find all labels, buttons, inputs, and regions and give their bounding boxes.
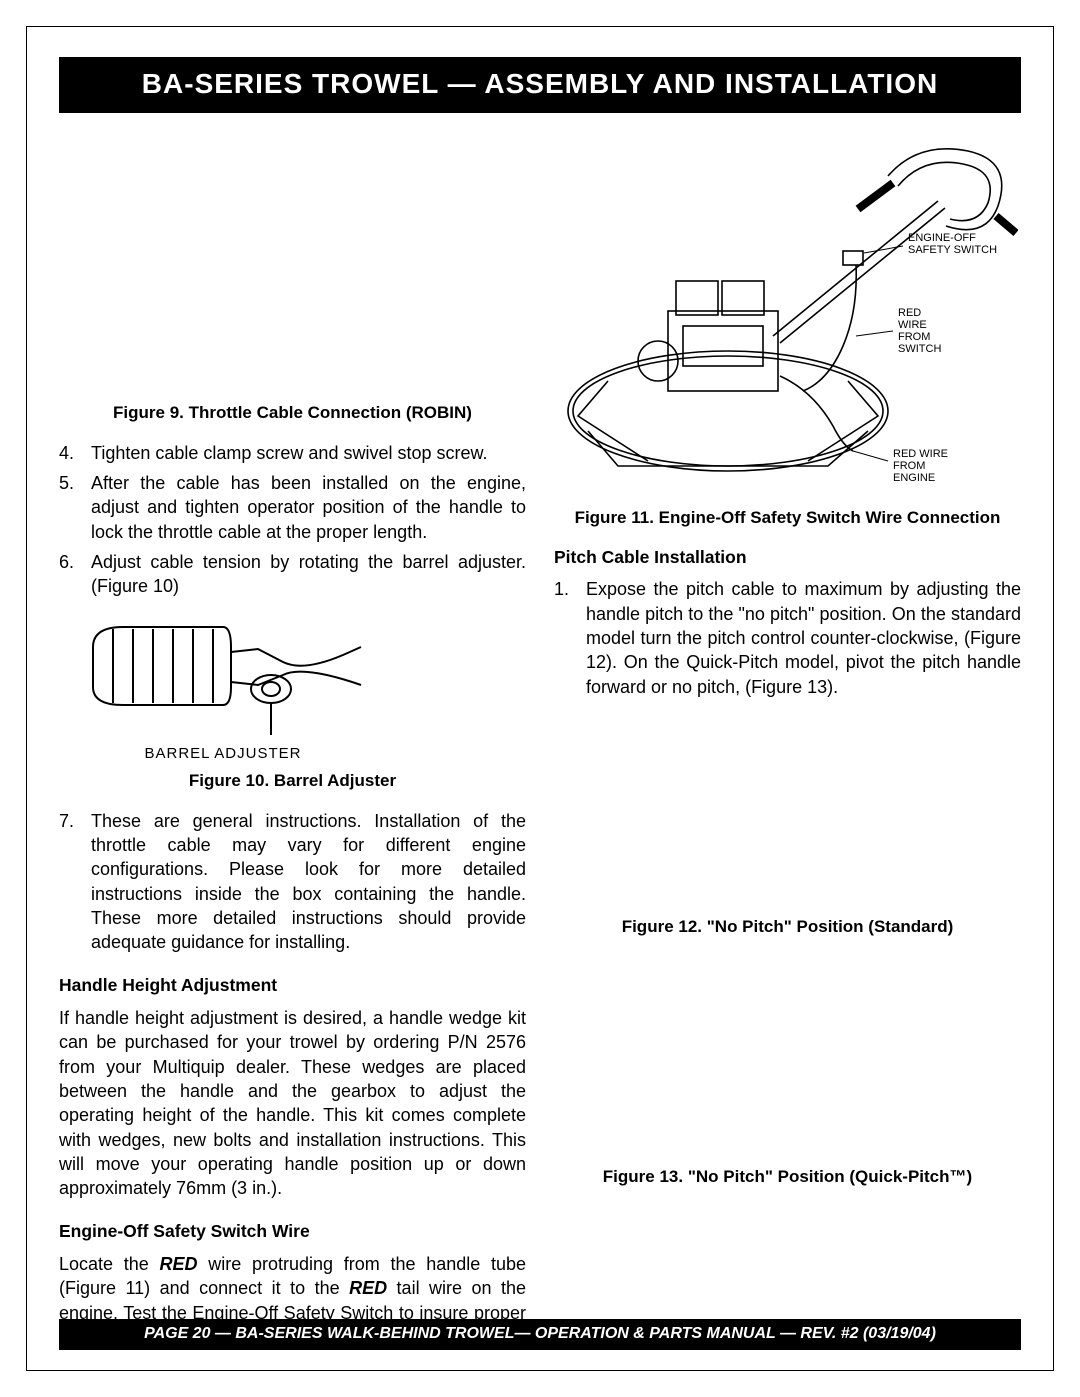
label-wire1-2: WIRE [898,319,927,331]
step-4: 4. Tighten cable clamp screw and swivel … [59,441,526,465]
label-switch-2: SAFETY SWITCH [908,244,997,256]
step-text: Expose the pitch cable to maximum by adj… [586,577,1021,698]
step-number: 6. [59,550,91,599]
label-wire1-3: FROM [898,331,930,343]
figure-10-svg-label: BARREL ADJUSTER [83,744,363,764]
figure-11-image: ENGINE-OFF SAFETY SWITCH RED WIRE FROM S… [554,131,1021,501]
label-wire2-2: FROM [893,460,925,472]
steps-4-6: 4. Tighten cable clamp screw and swivel … [59,441,526,599]
page-frame: BA-SERIES TROWEL — ASSEMBLY AND INSTALLA… [26,26,1054,1371]
figure-10-image [83,607,363,742]
figure-9-caption: Figure 9. Throttle Cable Connection (ROB… [59,402,526,425]
step-number: 7. [59,809,91,955]
two-column-layout: Figure 9. Throttle Cable Connection (ROB… [59,131,1021,1356]
steps-7: 7. These are general instructions. Insta… [59,809,526,955]
pitch-heading: Pitch Cable Installation [554,546,1021,570]
figure-12-caption: Figure 12. "No Pitch" Position (Standard… [554,916,1021,939]
handle-height-body: If handle height adjustment is desired, … [59,1006,526,1200]
label-wire2-3: ENGINE [893,472,935,484]
figure-11-caption: Figure 11. Engine-Off Safety Switch Wire… [554,507,1021,530]
engine-off-text-pre: Locate the [59,1254,160,1274]
page-title: BA-SERIES TROWEL — ASSEMBLY AND INSTALLA… [142,68,938,99]
step-number: 5. [59,471,91,544]
figure-13-caption: Figure 13. "No Pitch" Position (Quick-Pi… [554,1166,1021,1189]
step-number: 4. [59,441,91,465]
barrel-adjuster-svg [83,607,363,742]
right-column: ENGINE-OFF SAFETY SWITCH RED WIRE FROM S… [554,131,1021,1356]
engine-off-heading: Engine-Off Safety Switch Wire [59,1220,526,1244]
figure-13-image [554,955,1021,1160]
label-wire1-1: RED [898,307,921,319]
step-text: After the cable has been installed on th… [91,471,526,544]
handle-height-heading: Handle Height Adjustment [59,974,526,998]
figure-12-image [554,705,1021,910]
footer-text: PAGE 20 — BA-SERIES WALK-BEHIND TROWEL— … [144,1325,936,1342]
fig11-labels: ENGINE-OFF SAFETY SWITCH RED WIRE FROM S… [893,232,997,484]
label-switch-1: ENGINE-OFF [908,232,976,244]
figure-9-image [59,131,526,396]
step-number: 1. [554,577,586,698]
step-7: 7. These are general instructions. Insta… [59,809,526,955]
figure-10-caption: Figure 10. Barrel Adjuster [59,770,526,793]
red-word-1: RED [160,1254,198,1274]
label-wire1-4: SWITCH [898,343,941,355]
page-header-bar: BA-SERIES TROWEL — ASSEMBLY AND INSTALLA… [59,57,1021,113]
step-text: Adjust cable tension by rotating the bar… [91,550,526,599]
label-wire2-1: RED WIRE [893,448,948,460]
left-column: Figure 9. Throttle Cable Connection (ROB… [59,131,526,1356]
step-text: These are general instructions. Installa… [91,809,526,955]
trowel-svg: ENGINE-OFF SAFETY SWITCH RED WIRE FROM S… [558,131,1018,501]
step-6: 6. Adjust cable tension by rotating the … [59,550,526,599]
red-word-2: RED [349,1278,387,1298]
page-footer-bar: PAGE 20 — BA-SERIES WALK-BEHIND TROWEL— … [59,1319,1021,1350]
step-5: 5. After the cable has been installed on… [59,471,526,544]
pitch-step-1: 1. Expose the pitch cable to maximum by … [554,577,1021,698]
pitch-steps: 1. Expose the pitch cable to maximum by … [554,577,1021,698]
step-text: Tighten cable clamp screw and swivel sto… [91,441,526,465]
